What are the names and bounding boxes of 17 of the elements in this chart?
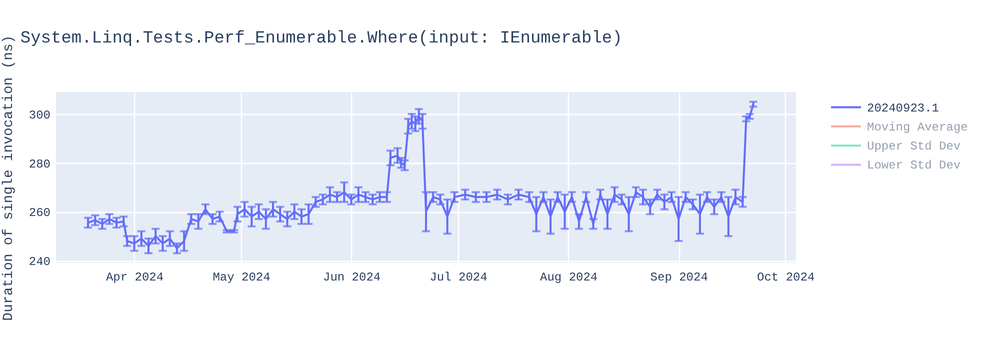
x-tick-label: Sep 2024	[650, 270, 708, 284]
y-tick-label: 260	[28, 206, 50, 220]
legend-label: Upper Std Dev	[867, 140, 961, 154]
legend-label: Moving Average	[867, 120, 968, 134]
y-tick-label: 240	[28, 255, 50, 270]
x-tick-label: Jun 2024	[322, 270, 381, 284]
x-tick-label: Aug 2024	[540, 270, 598, 284]
y-tick-label: 280	[28, 157, 50, 172]
x-tick-label: May 2024	[212, 270, 270, 284]
legend-label: Lower Std Dev	[867, 158, 961, 173]
x-tick-label: Apr 2024	[106, 270, 164, 284]
y-axis-title: Duration of single invocation (ns)	[0, 35, 17, 321]
x-tick-label: Jul 2024	[430, 270, 488, 284]
y-tick-label: 300	[28, 108, 50, 122]
x-tick-label: Oct 2024	[757, 270, 815, 284]
legend-label: 20240923.1	[867, 101, 940, 116]
chart-title: System.Linq.Tests.Perf_Enumerable.Where(input: IEnumerable)	[20, 30, 622, 49]
